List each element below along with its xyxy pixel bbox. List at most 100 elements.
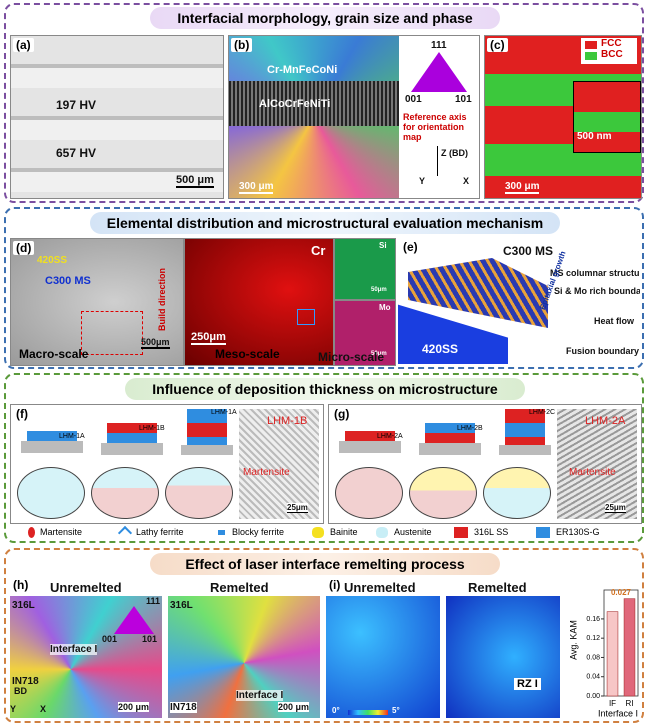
label: 5° bbox=[392, 706, 400, 715]
label: Y bbox=[10, 704, 17, 714]
legend-swatch bbox=[28, 527, 35, 538]
label: 197 HV bbox=[56, 98, 97, 112]
y-tick-label: 0.00 bbox=[586, 693, 600, 700]
label: LHM-1B bbox=[139, 425, 165, 432]
layer bbox=[27, 431, 77, 441]
scale-bar: 500μm bbox=[141, 337, 170, 349]
substrate bbox=[21, 441, 83, 453]
kam-chart: Avg. KAM Interface I 0.00 0.04 0.08 0.12 0.1… bbox=[568, 588, 639, 718]
layer bbox=[107, 423, 157, 433]
micrograph: (a) 197 HV 657 HV 500 μm bbox=[10, 35, 224, 199]
ipf-triangle bbox=[411, 52, 467, 92]
section bbox=[4, 548, 644, 723]
label: Macro-scale bbox=[19, 347, 89, 361]
label: LHM-2A bbox=[377, 433, 403, 440]
legend-label: Austenite bbox=[394, 527, 432, 537]
panel-label: (a) bbox=[13, 38, 34, 52]
ebsd-maps: (h) Unremelted Remelted 316L 316L Interf… bbox=[10, 578, 320, 718]
legend-swatch bbox=[454, 527, 468, 538]
label: Mo bbox=[379, 303, 391, 312]
schematic: (f) LHM-1A LHM-1B LHM-1A LHM-1B Martensi… bbox=[10, 404, 324, 524]
panel-title: Remelted bbox=[210, 580, 269, 595]
image bbox=[326, 596, 440, 718]
layer bbox=[187, 437, 227, 445]
microstructure bbox=[409, 467, 477, 519]
label: LHM-2A bbox=[585, 415, 626, 427]
label: AlCoCrFeNiTi bbox=[259, 98, 331, 110]
panel-label: (d) bbox=[13, 241, 35, 255]
label: 420SS bbox=[422, 342, 459, 356]
panel-label: (e) bbox=[403, 240, 418, 254]
layer bbox=[345, 431, 395, 441]
legend-label: Blocky ferrite bbox=[232, 527, 285, 537]
x-axis-label: Interface I bbox=[598, 708, 638, 718]
section bbox=[4, 373, 644, 543]
layer bbox=[187, 409, 227, 423]
label: 657 HV bbox=[56, 146, 97, 160]
layer bbox=[425, 423, 475, 433]
label: IN718 bbox=[12, 676, 39, 687]
microstructure bbox=[483, 467, 551, 519]
panel-label: (f) bbox=[13, 407, 31, 421]
scale-bar: 50μm bbox=[371, 287, 387, 293]
label: Y bbox=[419, 176, 426, 186]
scale-bar: 25μm bbox=[287, 503, 308, 513]
inset bbox=[573, 81, 641, 153]
micrograph bbox=[557, 409, 637, 519]
label: 101 bbox=[142, 634, 158, 644]
panel-title: Remelted bbox=[468, 580, 527, 595]
label: C300 MS bbox=[45, 275, 91, 287]
legend-swatch bbox=[585, 41, 597, 49]
phase-map: (c) FCC BCC 500 nm 300 μm bbox=[484, 35, 642, 199]
layer bbox=[425, 433, 475, 443]
layer bbox=[505, 437, 545, 445]
label: Martensite bbox=[243, 467, 290, 478]
label: Interface I bbox=[236, 690, 284, 701]
legend-swatch bbox=[585, 52, 597, 60]
substrate bbox=[339, 441, 401, 453]
note: Reference axis for orientation map bbox=[403, 112, 467, 142]
eds-map: Si 50μm bbox=[334, 238, 396, 300]
section bbox=[4, 3, 644, 203]
label: 001 bbox=[102, 634, 118, 644]
substrate bbox=[499, 445, 551, 455]
label: RZ I bbox=[514, 678, 541, 690]
axis bbox=[437, 146, 438, 176]
label: LHM-1A bbox=[211, 409, 237, 416]
label: X bbox=[463, 176, 470, 186]
section-title: Effect of laser interface remelting proc… bbox=[150, 553, 500, 575]
legend-swatch bbox=[376, 527, 388, 538]
y-tick-label: 0.16 bbox=[586, 616, 600, 623]
plot-frame bbox=[603, 589, 639, 697]
label: LHM-1A bbox=[59, 433, 85, 440]
x-tick-label: RI bbox=[626, 699, 634, 708]
label: 111 bbox=[146, 596, 161, 606]
legend: Martensite Lathy ferrite Blocky ferrite … bbox=[10, 525, 640, 541]
image bbox=[229, 81, 399, 126]
label: 0° bbox=[332, 706, 340, 715]
label: LHM-1B bbox=[267, 415, 308, 427]
microstructure bbox=[17, 467, 85, 519]
y-tick-label: 0.12 bbox=[586, 635, 600, 642]
legend-label: Martensite bbox=[40, 527, 83, 537]
scale-bar: 200 μm bbox=[118, 702, 150, 712]
label: Meso-scale bbox=[215, 347, 280, 361]
label: Heat flow bbox=[594, 316, 635, 326]
label: Si & Mo rich boundary bbox=[554, 286, 640, 296]
label: Cr bbox=[311, 243, 326, 258]
microstructure bbox=[165, 467, 233, 519]
legend-label: 316L SS bbox=[474, 527, 509, 537]
layer bbox=[505, 423, 545, 437]
section-title: Elemental distribution and microstructur… bbox=[90, 212, 560, 234]
label: 111 bbox=[431, 40, 447, 51]
panel-label: (b) bbox=[231, 38, 253, 52]
label: 001 bbox=[405, 94, 422, 105]
panel-title: Unremelted bbox=[50, 580, 122, 595]
section-title: Interfacial morphology, grain size and p… bbox=[150, 7, 500, 48]
label: 316L bbox=[12, 600, 35, 611]
annotation: 0.027 bbox=[611, 588, 632, 597]
label: Cr-MnFeCoNi bbox=[267, 64, 338, 76]
legend-swatch bbox=[218, 530, 225, 535]
micrograph bbox=[239, 409, 319, 519]
